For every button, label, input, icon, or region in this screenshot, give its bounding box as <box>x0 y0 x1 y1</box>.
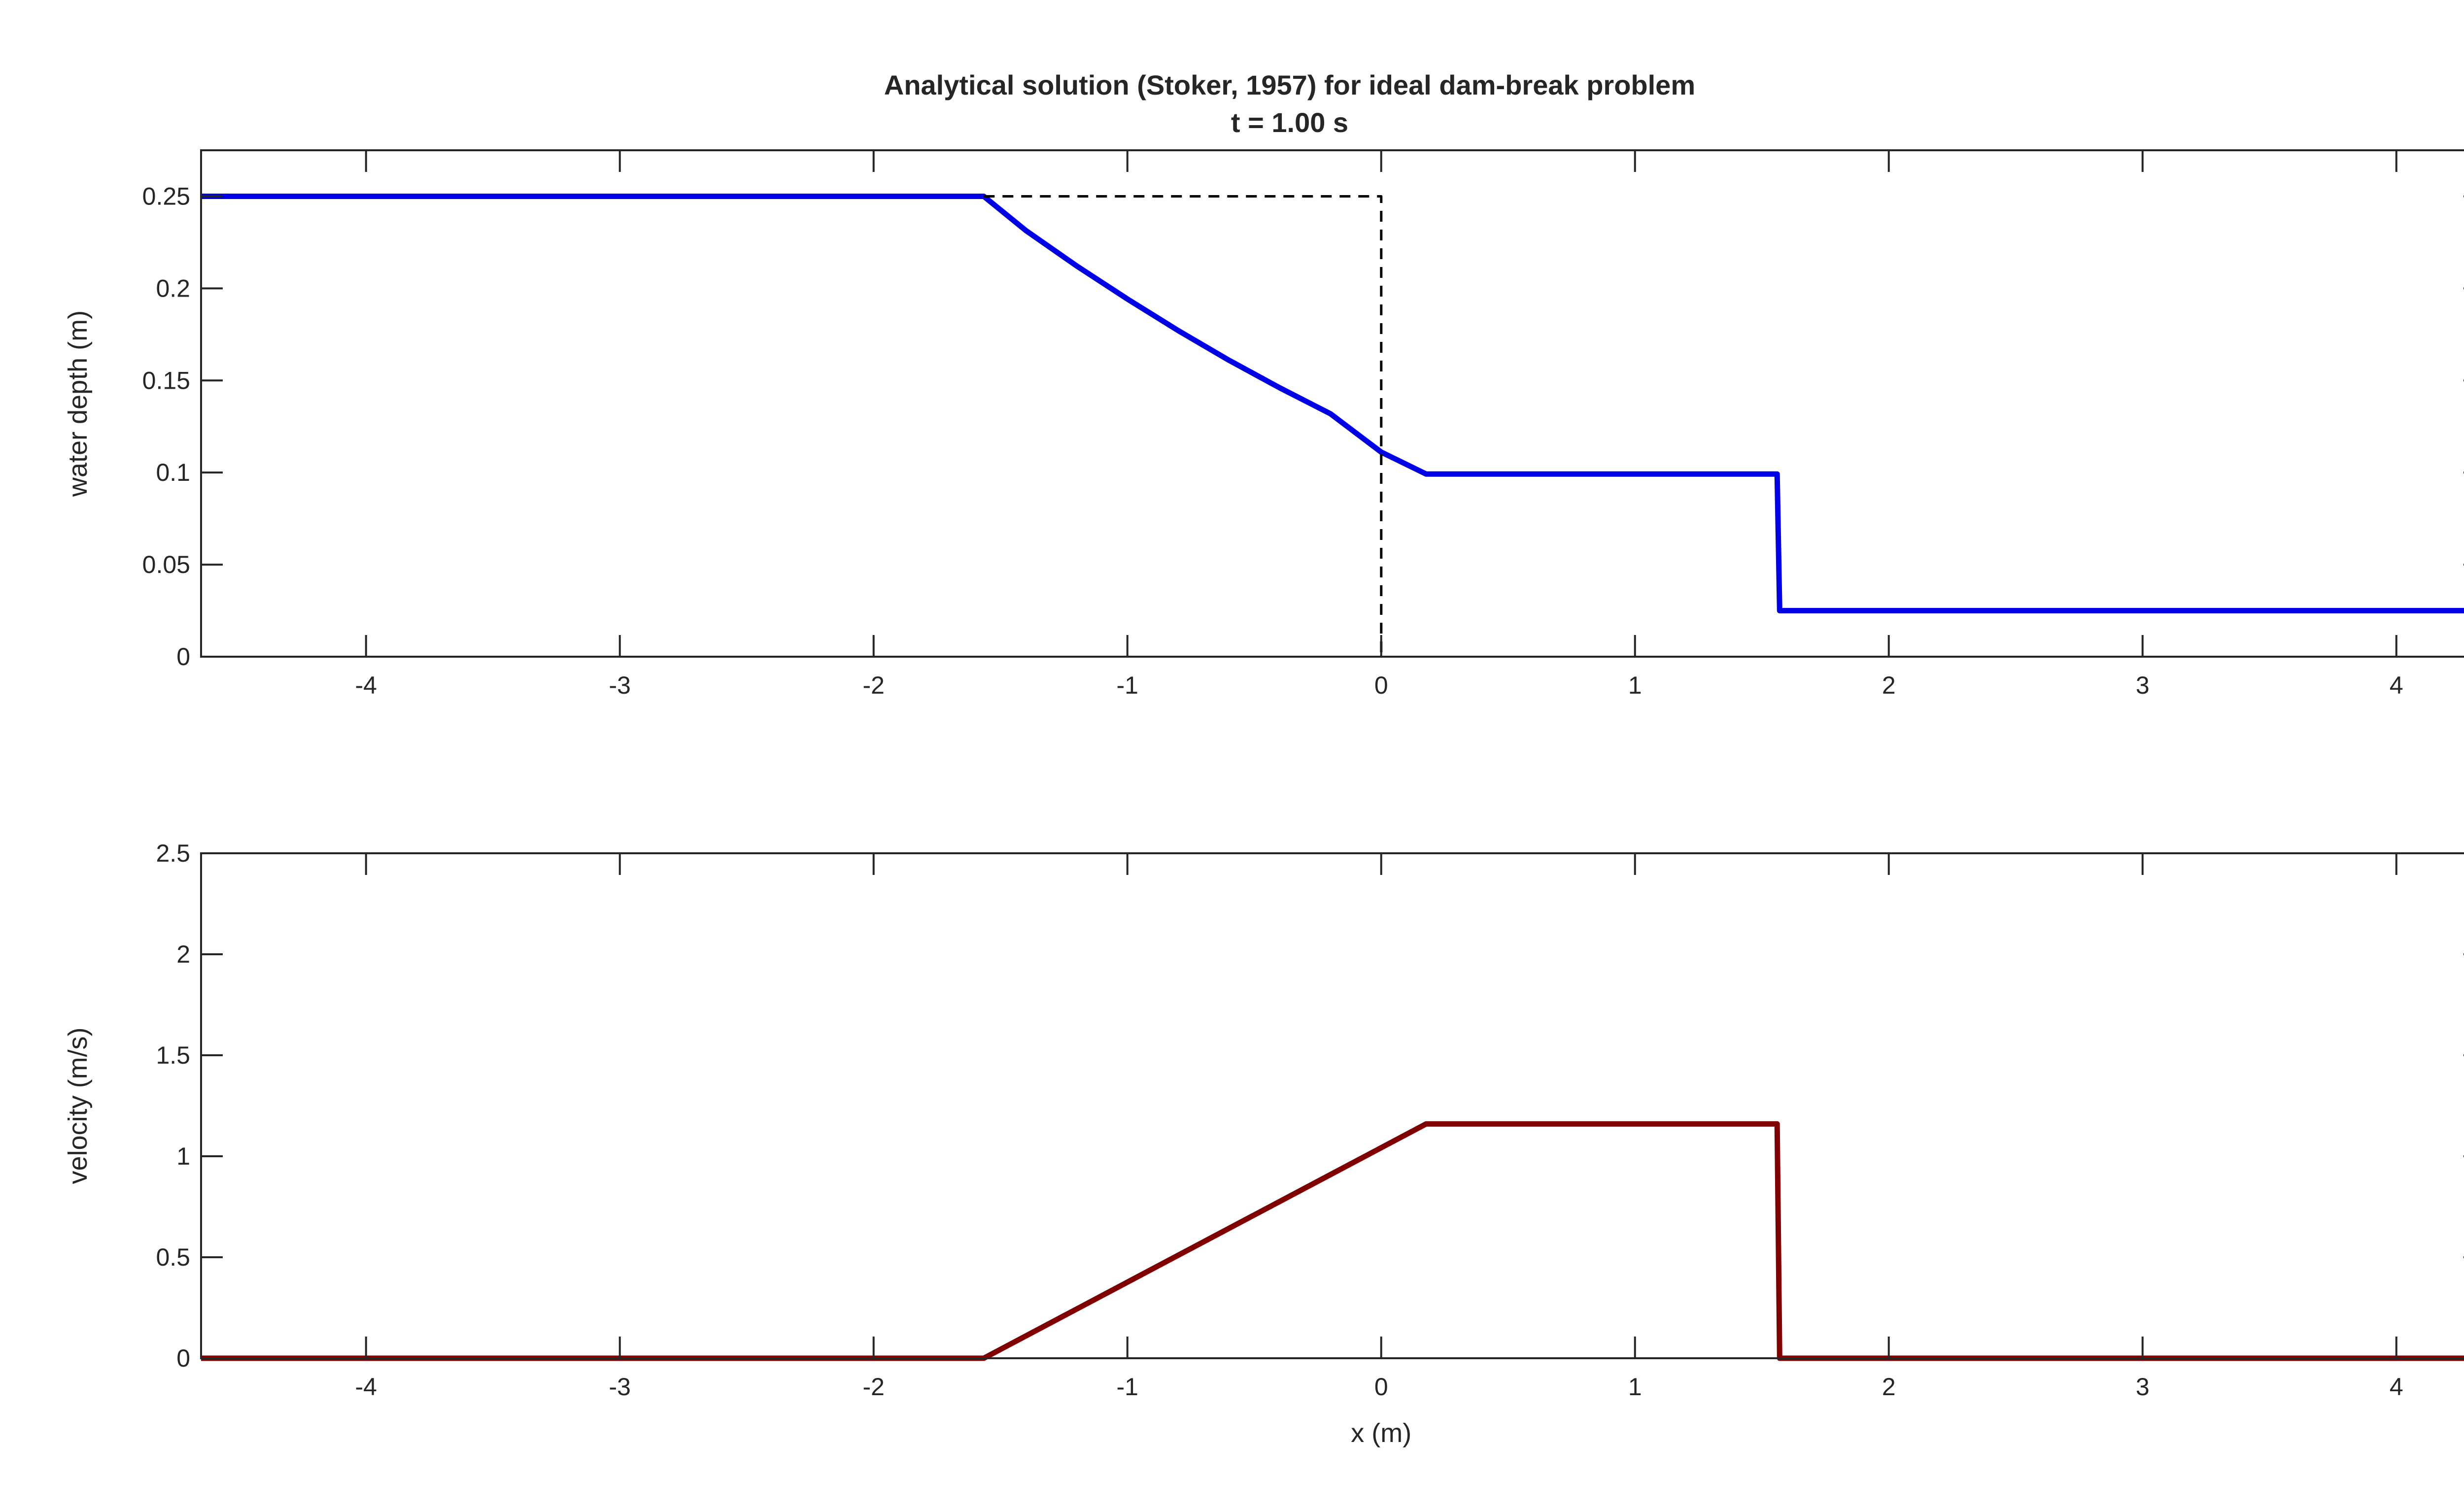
x-tick-label: 3 <box>2136 1373 2150 1401</box>
depth-series-1 <box>984 195 1383 657</box>
y-tick-label: 0.15 <box>142 367 190 394</box>
x-tick-label: -3 <box>609 671 631 699</box>
x-tick-label: 0 <box>1374 1373 1388 1401</box>
x-tick-label: 2 <box>1882 671 1896 699</box>
x-tick-label: 3 <box>2136 671 2150 699</box>
y-tick-label: 0.5 <box>156 1243 190 1271</box>
x-tick-label: -4 <box>355 1373 377 1401</box>
x-tick-label: -1 <box>1117 1373 1138 1401</box>
x-tick-label: 1 <box>1628 671 1642 699</box>
x-tick-label: -2 <box>863 671 885 699</box>
x-tick-label: 4 <box>2390 671 2403 699</box>
y-tick-label: 0.25 <box>142 182 190 210</box>
velocity-series-0 <box>201 1121 2464 1361</box>
y-tick-label: 0.1 <box>156 459 190 486</box>
y-tick-label: 0.2 <box>156 274 190 302</box>
y-tick-label: 0 <box>176 643 190 670</box>
x-tick-label: 4 <box>2390 1373 2403 1401</box>
x-axis-label: x (m) <box>1351 1418 1411 1448</box>
y-tick-label: 2 <box>176 940 190 968</box>
depth-series-0 <box>201 194 2464 613</box>
y-tick-label: 0.05 <box>142 551 190 578</box>
x-tick-label: -1 <box>1117 671 1138 699</box>
axes-frame <box>200 852 2464 1359</box>
depth-plot: -4 -3 -2 -1 0 1 2 3 4 0 0.05 0.1 0.15 0.2 0.25 water de… <box>63 149 2464 699</box>
x-tick-label: 2 <box>1882 1373 1896 1401</box>
x-tick-label: 0 <box>1374 671 1388 699</box>
y-axis-label: velocity (m/s) <box>63 1027 93 1184</box>
velocity-plot: -4 -3 -2 -1 0 1 2 3 4 0 0.5 1 1.5 2 2.5 velocity (m/s) x… <box>63 839 2464 1448</box>
y-tick-label: 1.5 <box>156 1041 190 1069</box>
axes-frame <box>200 149 2464 658</box>
x-tick-label: -3 <box>609 1373 631 1401</box>
x-tick-label: -4 <box>355 671 377 699</box>
x-tick-label: -2 <box>863 1373 885 1401</box>
y-tick-label: 1 <box>176 1142 190 1170</box>
y-tick-label: 2.5 <box>156 839 190 867</box>
y-tick-label: 0 <box>176 1344 190 1372</box>
x-tick-label: 1 <box>1628 1373 1642 1401</box>
chart-subtitle: t = 1.00 s <box>1231 107 1348 138</box>
y-axis-label: water depth (m) <box>63 310 93 497</box>
chart-title: Analytical solution (Stoker, 1957) for i… <box>884 69 1695 101</box>
